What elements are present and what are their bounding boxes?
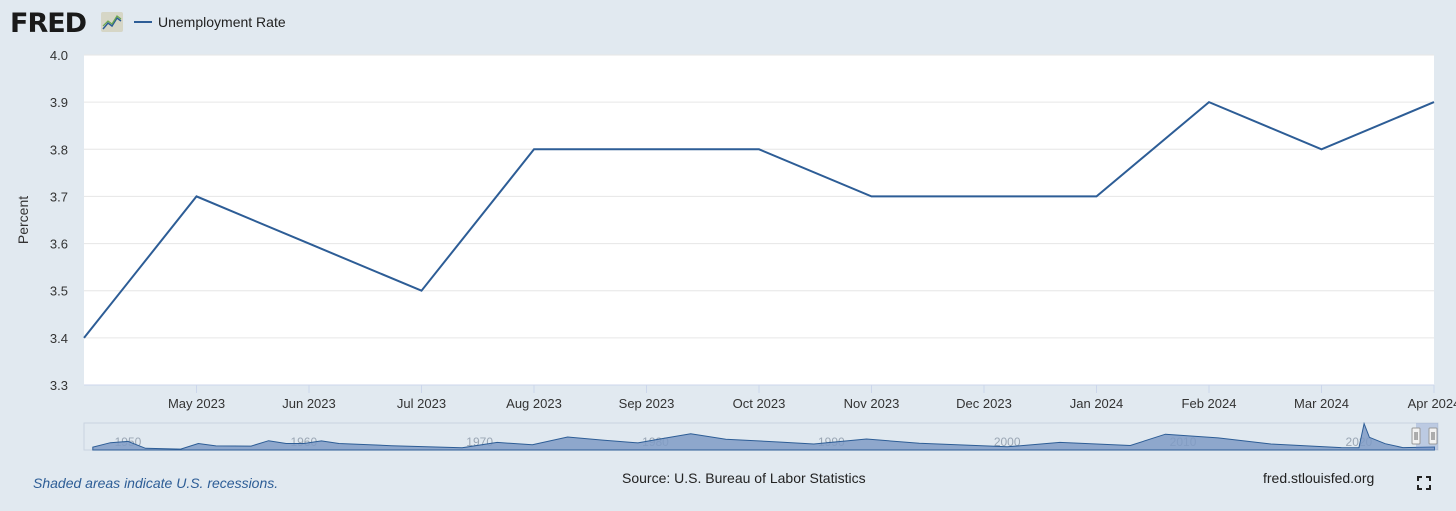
y-tick-label: 3.6 bbox=[50, 237, 68, 252]
y-tick-label: 4.0 bbox=[50, 48, 68, 63]
y-tick-label: 3.7 bbox=[50, 189, 68, 204]
fullscreen-icon[interactable] bbox=[1417, 476, 1431, 490]
legend-line-swatch bbox=[134, 21, 152, 23]
y-axis-label: Percent bbox=[15, 196, 31, 244]
data-point[interactable]: Oct 2023 bbox=[754, 144, 764, 154]
navigator-handle[interactable] bbox=[1411, 427, 1421, 445]
x-tick-label: Jan 2024 bbox=[1070, 396, 1124, 411]
navigator-year-label: 2000 bbox=[994, 435, 1021, 449]
plot-background bbox=[84, 55, 1434, 385]
data-point[interactable]: Apr 2023 bbox=[79, 333, 89, 343]
x-tick-label: Aug 2023 bbox=[506, 396, 562, 411]
data-point[interactable]: Dec 2023 bbox=[979, 191, 989, 201]
x-tick-label: Sep 2023 bbox=[619, 396, 675, 411]
data-point[interactable]: Jun 2023 bbox=[304, 239, 314, 249]
data-point[interactable]: Nov 2023 bbox=[867, 191, 877, 201]
navigator-series-area bbox=[92, 421, 1435, 451]
y-tick-label: 3.3 bbox=[50, 378, 68, 393]
data-point[interactable]: Jul 2023 bbox=[417, 286, 427, 296]
fred-logo[interactable]: FRED bbox=[10, 8, 87, 39]
data-point[interactable]: Apr 2024 bbox=[1429, 97, 1439, 107]
y-tick-label: 3.9 bbox=[50, 95, 68, 110]
data-point[interactable]: Sep 2023 bbox=[642, 144, 652, 154]
legend-label[interactable]: Unemployment Rate bbox=[158, 14, 286, 30]
x-tick-label: May 2023 bbox=[168, 396, 225, 411]
data-point[interactable]: Jan 2024 bbox=[1092, 191, 1102, 201]
chart-area: 3.3 3.4 3.5 3.6 3.7 3.8 3.9 4.0 May 2023 Jun 202… bbox=[15, 48, 1456, 451]
x-tick-label: Oct 2023 bbox=[733, 396, 786, 411]
x-tick-label: Mar 2024 bbox=[1294, 396, 1349, 411]
y-tick-label: 3.5 bbox=[50, 284, 68, 299]
x-tick-label: Nov 2023 bbox=[844, 396, 900, 411]
x-tick-label: Apr 2024 bbox=[1408, 396, 1456, 411]
data-point[interactable]: Feb 2024 bbox=[1204, 97, 1214, 107]
x-tick-label: Feb 2024 bbox=[1182, 396, 1237, 411]
x-tick-label: Jun 2023 bbox=[282, 396, 336, 411]
navigator-handle[interactable] bbox=[1428, 427, 1438, 445]
data-point[interactable]: Mar 2024 bbox=[1317, 144, 1327, 154]
series-line-unemployment-rate[interactable] bbox=[83, 100, 1435, 339]
x-tick-label: Jul 2023 bbox=[397, 396, 446, 411]
data-point[interactable]: May 2023 bbox=[192, 191, 202, 201]
data-point[interactable]: Aug 2023 bbox=[529, 144, 539, 154]
x-tick-label: Dec 2023 bbox=[956, 396, 1012, 411]
source-text[interactable]: Source: U.S. Bureau of Labor Statistics bbox=[622, 470, 866, 486]
recessions-note: Shaded areas indicate U.S. recessions. bbox=[33, 475, 279, 491]
y-tick-label: 3.8 bbox=[50, 142, 68, 157]
site-link[interactable]: fred.stlouisfed.org bbox=[1263, 470, 1375, 486]
y-tick-label: 3.4 bbox=[50, 331, 68, 346]
fred-chart-logo-icon bbox=[101, 12, 123, 32]
